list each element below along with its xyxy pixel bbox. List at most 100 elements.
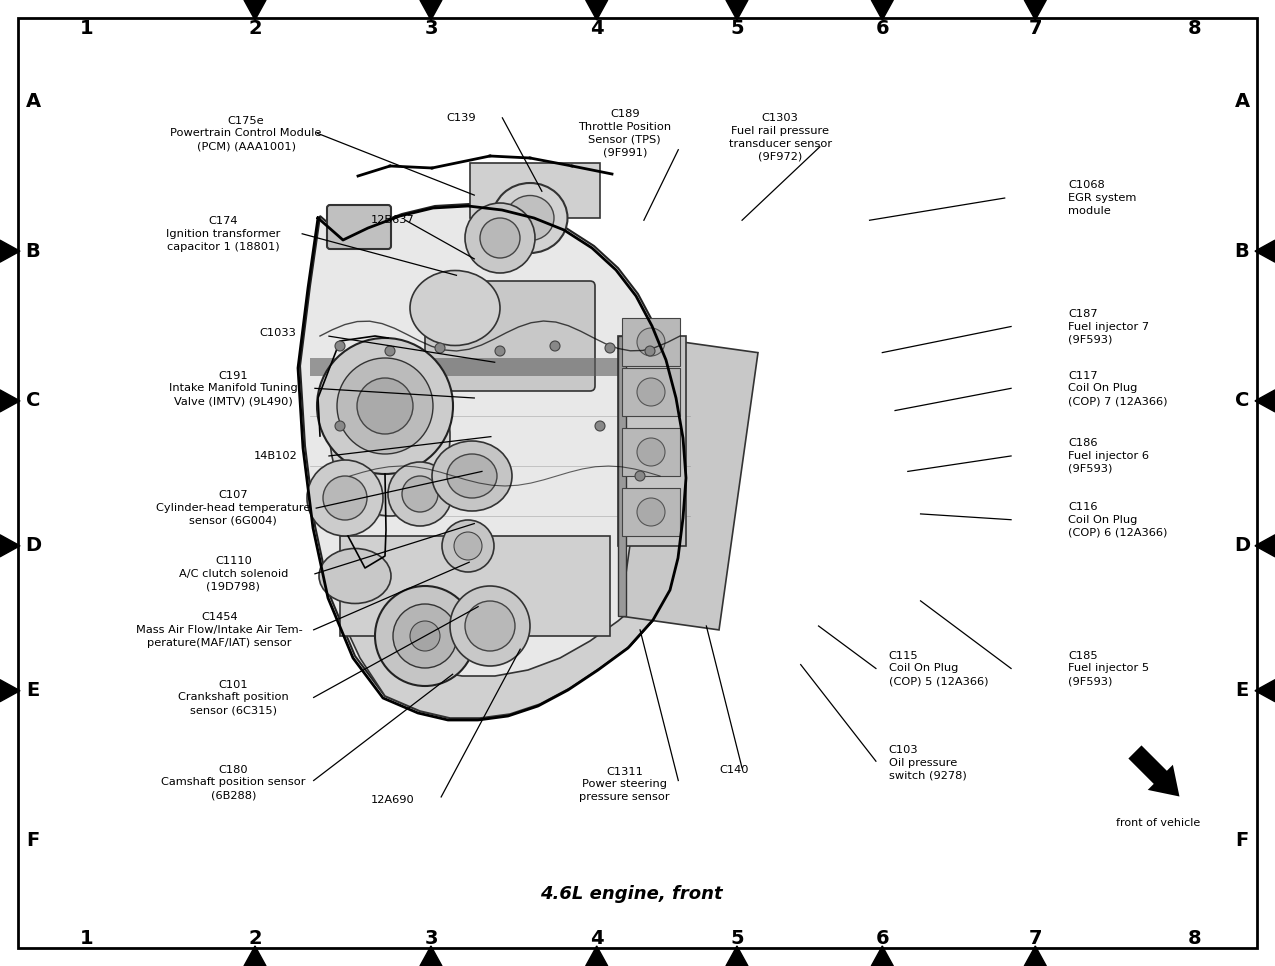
Ellipse shape (319, 549, 391, 604)
Text: 3: 3 (425, 18, 437, 38)
Bar (622, 488, 680, 536)
Circle shape (479, 218, 520, 258)
Text: 12B637: 12B637 (371, 215, 414, 225)
Polygon shape (300, 204, 688, 718)
Text: C1303
Fuel rail pressure
transducer sensor
(9F972): C1303 Fuel rail pressure transducer sens… (729, 113, 831, 161)
Text: C: C (1234, 391, 1250, 411)
Text: 2: 2 (249, 18, 261, 38)
Polygon shape (725, 946, 748, 966)
Circle shape (645, 346, 655, 356)
Polygon shape (244, 946, 266, 966)
Text: C117
Coil On Plug
(COP) 7 (12A366): C117 Coil On Plug (COP) 7 (12A366) (1068, 371, 1168, 406)
Polygon shape (1255, 390, 1275, 412)
Text: 8: 8 (1188, 18, 1201, 38)
Circle shape (638, 378, 666, 406)
Circle shape (638, 498, 666, 526)
Circle shape (385, 346, 395, 356)
Circle shape (335, 421, 346, 431)
Text: C1033: C1033 (260, 328, 296, 338)
Text: C115
Coil On Plug
(COP) 5 (12A366): C115 Coil On Plug (COP) 5 (12A366) (889, 651, 988, 686)
Ellipse shape (432, 441, 513, 511)
FancyBboxPatch shape (425, 281, 595, 391)
Circle shape (638, 328, 666, 356)
Text: C: C (26, 391, 41, 411)
Text: 8: 8 (1188, 928, 1201, 948)
Text: C187
Fuel injector 7
(9F593): C187 Fuel injector 7 (9F593) (1068, 309, 1150, 344)
Polygon shape (871, 946, 894, 966)
Bar (618, 336, 686, 546)
Text: E: E (27, 681, 40, 700)
Text: 14B102: 14B102 (254, 451, 297, 461)
Text: C140: C140 (719, 765, 750, 775)
Text: front of vehicle: front of vehicle (1116, 818, 1200, 828)
Circle shape (335, 341, 346, 351)
Circle shape (450, 586, 530, 666)
Text: 1: 1 (80, 928, 93, 948)
Text: B: B (1234, 242, 1250, 261)
Polygon shape (1255, 680, 1275, 701)
FancyBboxPatch shape (326, 205, 391, 249)
Text: 6: 6 (876, 18, 889, 38)
Text: D: D (1234, 536, 1250, 555)
Text: F: F (1235, 831, 1248, 850)
Polygon shape (0, 535, 20, 556)
Bar (470, 163, 601, 218)
Ellipse shape (492, 183, 567, 253)
Text: D: D (26, 536, 41, 555)
Bar (622, 428, 680, 476)
Text: B: B (26, 242, 41, 261)
Text: C175e
Powertrain Control Module
(PCM) (AAA1001): C175e Powertrain Control Module (PCM) (A… (171, 116, 321, 151)
Circle shape (465, 203, 536, 273)
Circle shape (638, 438, 666, 466)
Text: 12A690: 12A690 (371, 795, 414, 805)
Text: C107
Cylinder-head temperature
sensor (6G004): C107 Cylinder-head temperature sensor (6… (156, 491, 311, 526)
Circle shape (337, 358, 434, 454)
Polygon shape (585, 946, 608, 966)
Polygon shape (244, 0, 266, 20)
Text: C1068
EGR system
module: C1068 EGR system module (1068, 181, 1137, 215)
Text: C189
Throttle Position
Sensor (TPS)
(9F991): C189 Throttle Position Sensor (TPS) (9F9… (578, 109, 672, 157)
Text: C191
Intake Manifold Tuning
Valve (IMTV) (9L490): C191 Intake Manifold Tuning Valve (IMTV)… (170, 371, 297, 406)
Circle shape (393, 604, 456, 668)
Text: 5: 5 (731, 18, 743, 38)
Text: 5: 5 (731, 928, 743, 948)
Polygon shape (1255, 241, 1275, 262)
Circle shape (635, 471, 645, 481)
Circle shape (435, 343, 445, 353)
Bar (340, 536, 609, 636)
Text: 4.6L engine, front: 4.6L engine, front (539, 885, 723, 902)
Bar (622, 368, 680, 416)
Text: C139: C139 (446, 113, 477, 123)
Text: 2: 2 (249, 928, 261, 948)
Circle shape (317, 338, 453, 474)
Circle shape (323, 476, 367, 520)
Text: C185
Fuel injector 5
(9F593): C185 Fuel injector 5 (9F593) (1068, 651, 1150, 686)
Bar (620, 339, 759, 630)
Text: C180
Camshaft position sensor
(6B288): C180 Camshaft position sensor (6B288) (161, 765, 306, 800)
Circle shape (465, 601, 515, 651)
Ellipse shape (448, 454, 497, 498)
Circle shape (402, 476, 439, 512)
Polygon shape (1024, 946, 1047, 966)
Text: 4: 4 (590, 18, 603, 38)
Bar (618, 336, 626, 616)
Text: F: F (27, 831, 40, 850)
Ellipse shape (506, 195, 555, 241)
Text: C1311
Power steering
pressure sensor: C1311 Power steering pressure sensor (579, 767, 671, 802)
Text: 3: 3 (425, 928, 437, 948)
Text: A: A (26, 92, 41, 111)
Text: C101
Crankshaft position
sensor (6C315): C101 Crankshaft position sensor (6C315) (179, 680, 288, 715)
Text: C174
Ignition transformer
capacitor 1 (18801): C174 Ignition transformer capacitor 1 (1… (166, 216, 280, 251)
Circle shape (307, 460, 382, 536)
Text: 4: 4 (590, 928, 603, 948)
Circle shape (595, 421, 606, 431)
Polygon shape (725, 0, 748, 20)
Text: 7: 7 (1029, 928, 1042, 948)
Circle shape (442, 520, 493, 572)
Text: C116
Coil On Plug
(COP) 6 (12A366): C116 Coil On Plug (COP) 6 (12A366) (1068, 502, 1168, 537)
Circle shape (454, 532, 482, 560)
Ellipse shape (330, 356, 450, 516)
Text: C1110
A/C clutch solenoid
(19D798): C1110 A/C clutch solenoid (19D798) (179, 556, 288, 591)
Text: E: E (1235, 681, 1248, 700)
FancyArrow shape (1126, 743, 1182, 799)
